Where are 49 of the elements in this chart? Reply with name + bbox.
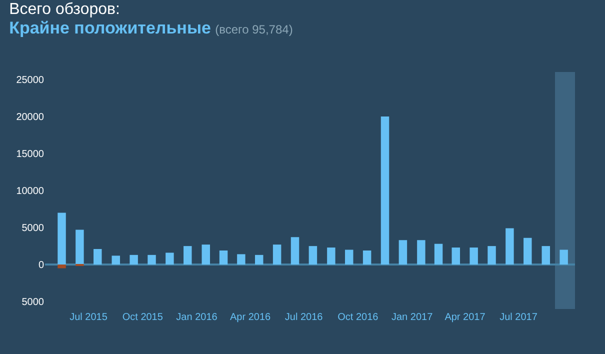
y-tick-label: 0: [38, 260, 44, 272]
y-tick-label: 15000: [16, 148, 44, 160]
chart-title: Всего обзоров:: [9, 1, 120, 18]
bar: [308, 246, 318, 265]
bar: [237, 254, 246, 265]
y-tick-label: 25000: [16, 74, 44, 86]
bar: [398, 240, 408, 265]
bar: [130, 254, 138, 265]
y-tick-label: 5000: [22, 297, 44, 308]
x-tick-label: Oct 2016: [338, 312, 379, 323]
x-tick-label: Jul 2015: [70, 312, 108, 323]
bar: [542, 246, 550, 265]
bar: [434, 244, 443, 265]
x-tick-label: Apr 2017: [444, 312, 486, 323]
y-tick-label: 5000: [22, 223, 44, 234]
y-tick-label: 20000: [16, 112, 44, 123]
chart-subtitle: Крайне положительные: [9, 18, 211, 38]
bar: [112, 256, 120, 265]
bar: [76, 230, 84, 265]
x-tick-label: Apr 2016: [230, 312, 272, 323]
bar: [184, 246, 192, 265]
bar: [380, 116, 390, 265]
x-tick-label: Oct 2015: [122, 312, 164, 323]
bar: [94, 249, 102, 265]
bar: [560, 250, 568, 265]
x-tick-label: Jul 2016: [284, 312, 324, 323]
bar: [506, 228, 514, 265]
bar: [345, 250, 354, 265]
x-tick-label: Jan 2016: [176, 312, 218, 323]
text: (всего 95,784): [215, 22, 293, 37]
bar: [148, 254, 156, 265]
bar: [327, 248, 336, 265]
bar: [202, 244, 210, 265]
bar: [524, 238, 532, 265]
x-tick-label: Jul 2017: [500, 312, 538, 323]
bar: [219, 250, 228, 265]
bar: [488, 246, 496, 265]
bar: [272, 244, 282, 265]
bar: [362, 250, 372, 265]
x-tick-label: Jan 2017: [391, 312, 434, 323]
bar: [58, 212, 66, 265]
bar: [470, 248, 478, 265]
y-tick-label: 10000: [16, 186, 44, 197]
bar: [255, 254, 264, 265]
bar: [417, 240, 426, 265]
bar: [58, 264, 66, 268]
bar: [290, 237, 300, 265]
bar: [166, 252, 174, 265]
bar: [452, 248, 460, 265]
